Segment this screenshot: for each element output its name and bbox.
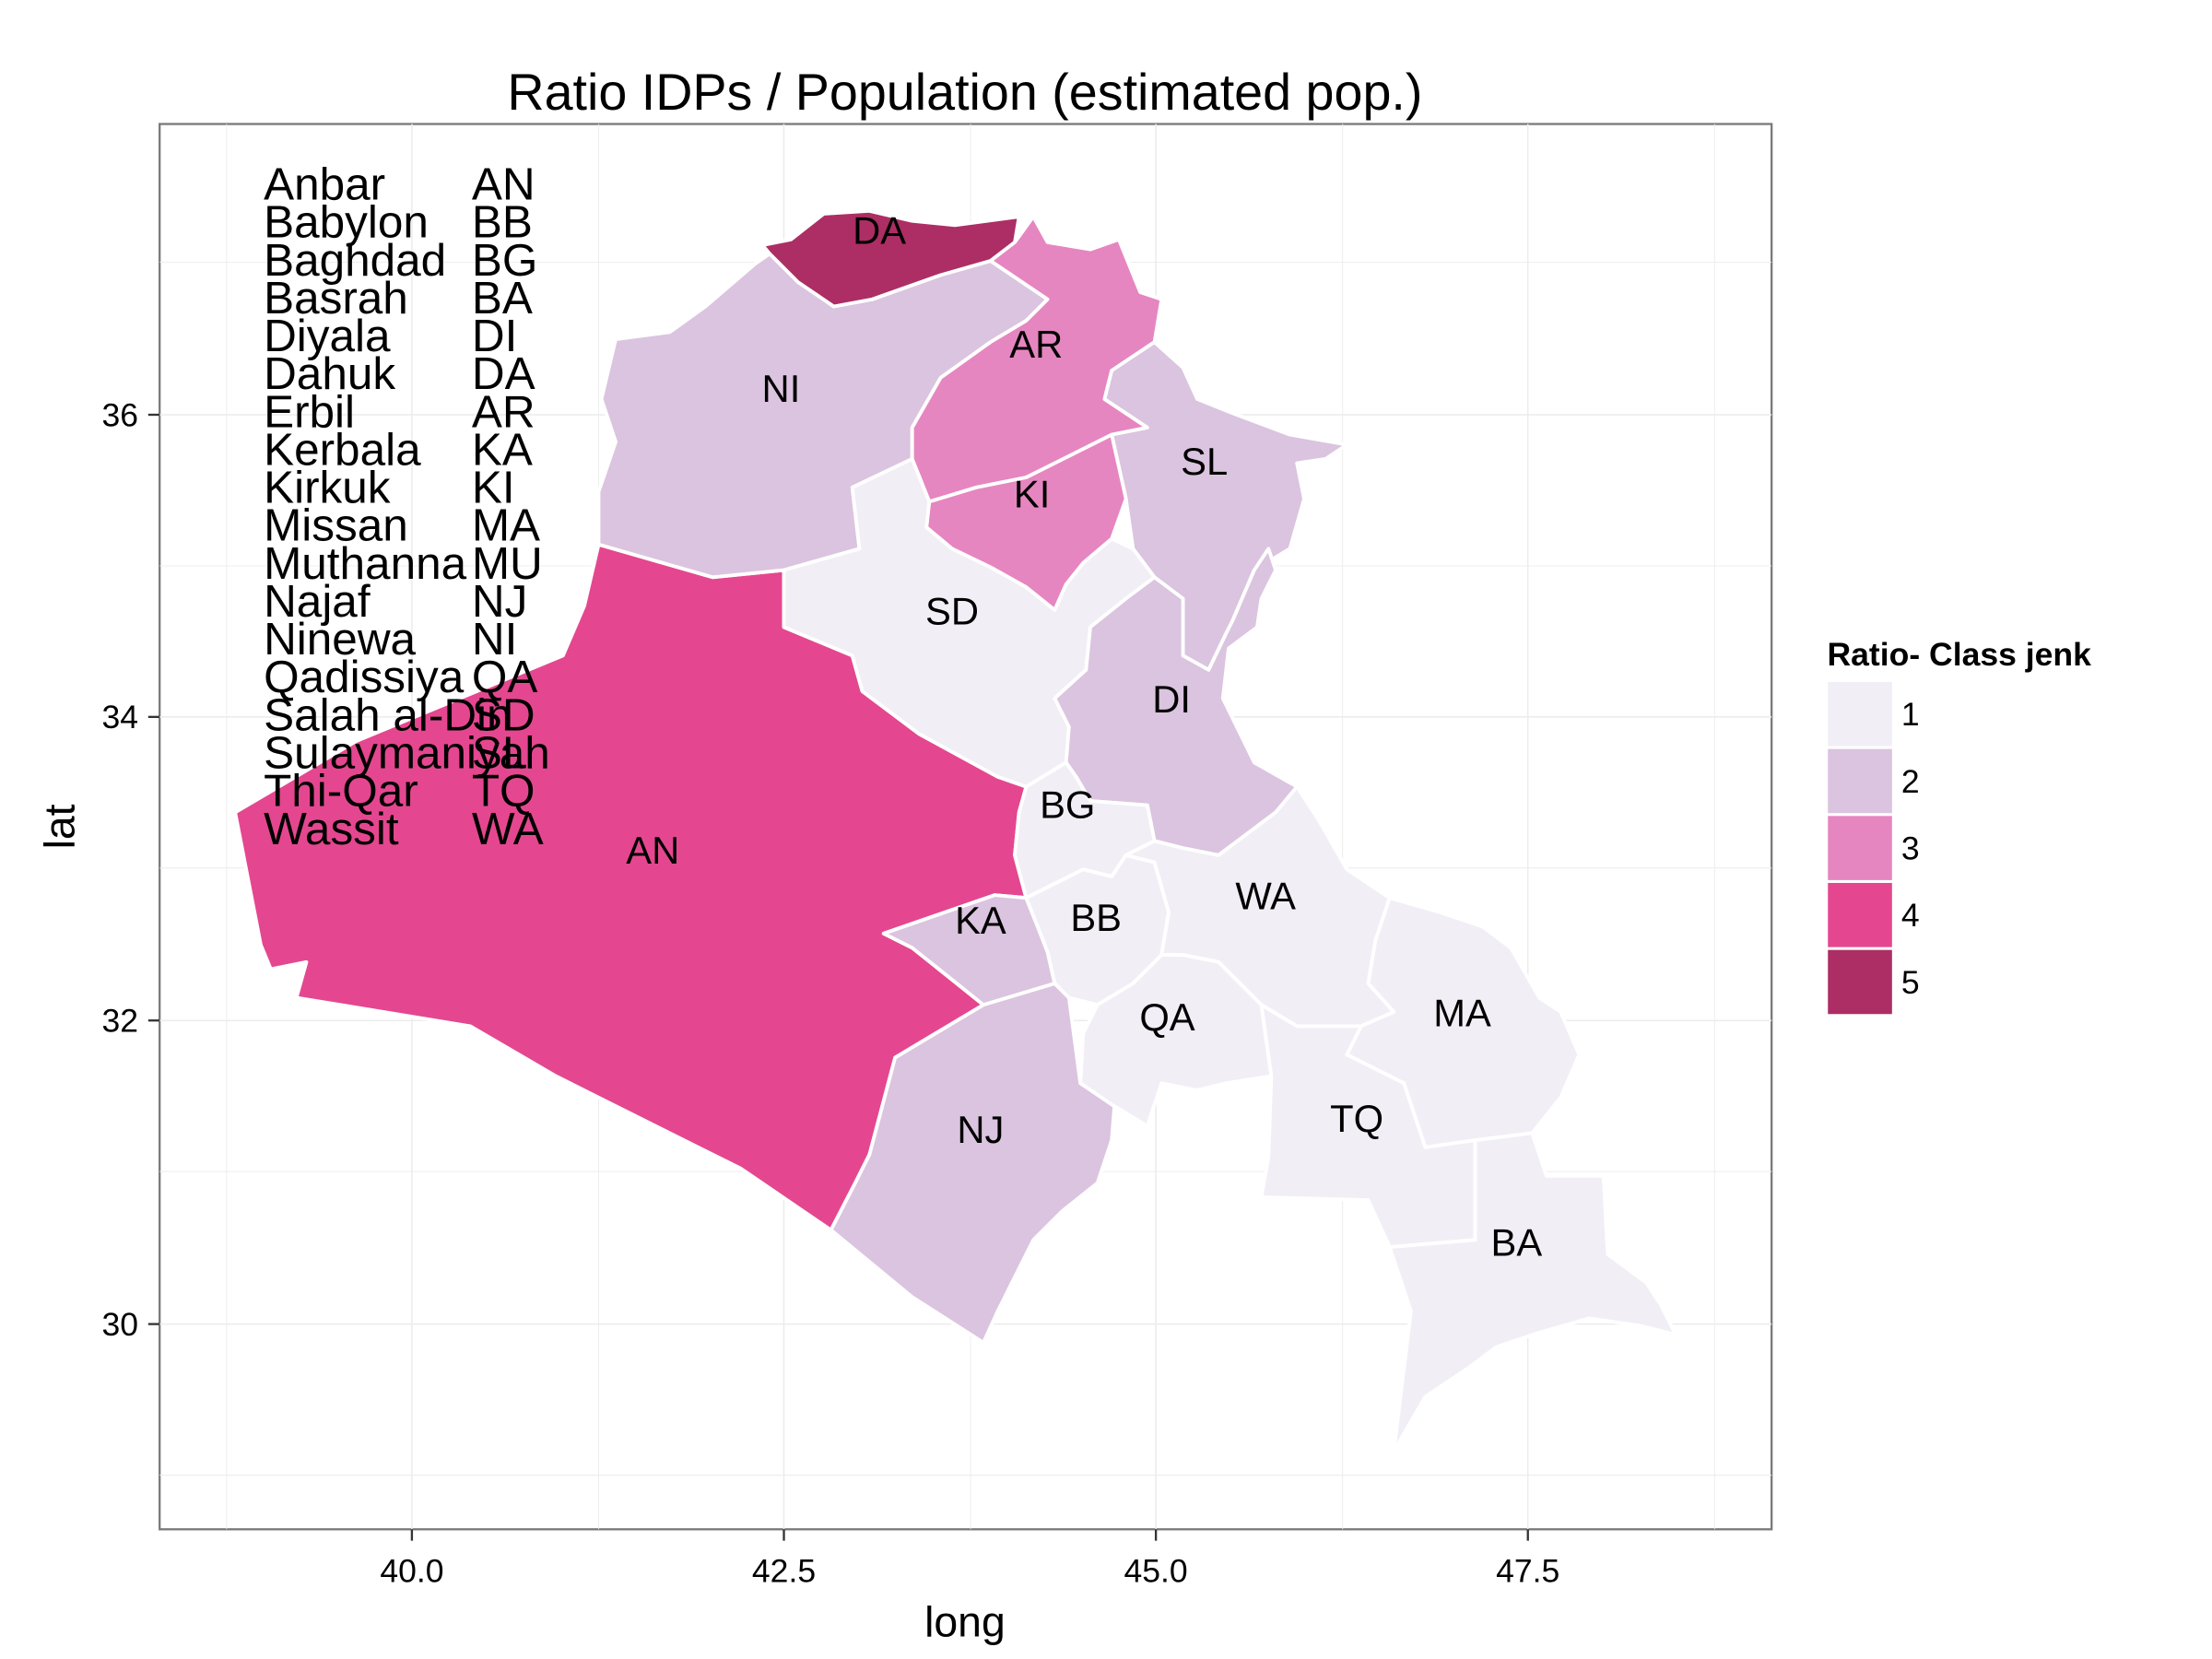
key-province-code: QA — [472, 652, 537, 702]
x-tick-label: 45.0 — [1124, 1552, 1188, 1589]
key-province-code: KI — [472, 463, 515, 513]
key-province-name: Diyala — [264, 311, 391, 361]
key-province-code: NI — [472, 614, 517, 665]
y-tick-label: 34 — [101, 699, 138, 735]
region-DA — [760, 208, 1021, 309]
key-province-name: Erbil — [264, 386, 355, 437]
key-province-name: Salah al-Din — [264, 689, 512, 740]
y-tick-label: 32 — [101, 1003, 138, 1040]
key-province-name: Najaf — [264, 576, 371, 627]
region-label-NJ: NJ — [957, 1108, 1004, 1151]
legend-swatch — [1826, 881, 1894, 949]
key-province-name: Kirkuk — [264, 463, 391, 513]
region-label-AN: AN — [626, 829, 679, 872]
legend-swatch — [1826, 747, 1894, 815]
region-SD — [782, 457, 1157, 789]
region-labels: DA AR NI KI SL SD DI BG AN KA BB WA QA M… — [626, 208, 1542, 1264]
y-tick-label: 36 — [101, 396, 138, 433]
x-axis-ticks — [410, 1529, 1529, 1541]
legend-label: 2 — [1901, 763, 1920, 800]
key-province-name: Anbar — [264, 159, 385, 209]
key-province-code: AN — [472, 159, 535, 209]
key-province-code: BG — [472, 235, 537, 286]
region-label-QA: QA — [1139, 995, 1194, 1039]
legend-swatch — [1826, 814, 1894, 882]
key-province-code: KA — [472, 424, 533, 475]
region-label-BG: BG — [1040, 783, 1095, 827]
legend-title: Ratio- Class jenk — [1827, 636, 2091, 673]
region-label-SD: SD — [925, 589, 979, 632]
map-regions — [233, 208, 1699, 1453]
key-province-name: Muthanna — [264, 538, 467, 589]
region-label-BB: BB — [1070, 896, 1122, 939]
region-label-BA: BA — [1491, 1220, 1543, 1264]
key-province-code: MU — [472, 538, 543, 589]
x-tick-label: 40.0 — [380, 1552, 443, 1589]
legend-label: 4 — [1901, 897, 1920, 934]
key-province-code: SL — [472, 728, 528, 779]
key-province-name: Thi-Qar — [264, 766, 418, 817]
legend-swatch — [1826, 948, 1894, 1016]
key-province-name: Qadissiya — [264, 652, 465, 702]
key-province-code: WA — [472, 804, 544, 854]
key-province-name: Babylon — [264, 197, 429, 248]
key-province-name: Baghdad — [264, 235, 446, 286]
key-province-name: Wassit — [264, 804, 399, 854]
x-tick-label: 42.5 — [752, 1552, 816, 1589]
key-province-name: Sulaymaniyah — [264, 728, 550, 779]
x-axis-title: long — [924, 1597, 1006, 1645]
region-label-TQ: TQ — [1330, 1097, 1383, 1140]
key-province-code: SD — [472, 689, 535, 740]
key-province-code: DA — [472, 348, 535, 399]
y-axis-title: lat — [35, 804, 83, 849]
key-province-code: MA — [472, 500, 540, 551]
y-tick-label: 30 — [101, 1306, 138, 1343]
key-province-name: Kerbala — [264, 424, 421, 475]
region-label-AR: AR — [1009, 323, 1063, 366]
legend: Ratio- Class jenk 1 2 3 4 5 — [1826, 636, 2091, 1016]
key-province-name: Basrah — [264, 273, 408, 324]
key-province-code: BA — [472, 273, 533, 324]
key-province-code: AR — [472, 386, 535, 437]
region-label-WA: WA — [1235, 875, 1296, 918]
region-BA — [1387, 1131, 1699, 1453]
chart-title: Ratio IDPs / Population (estimated pop.) — [507, 64, 1422, 121]
legend-swatch — [1826, 680, 1894, 748]
region-label-NI: NI — [762, 367, 801, 410]
region-label-DI: DI — [1152, 677, 1191, 721]
legend-label: 1 — [1901, 696, 1920, 733]
y-tick-labels: 30 32 34 36 — [101, 396, 138, 1343]
key-province-code: NJ — [472, 576, 527, 627]
x-tick-labels: 40.0 42.5 45.0 47.5 — [380, 1552, 1559, 1589]
x-tick-label: 47.5 — [1496, 1552, 1559, 1589]
legend-label: 5 — [1901, 964, 1920, 1001]
region-QA — [1078, 953, 1274, 1128]
key-province-code: TQ — [472, 766, 535, 817]
key-province-code: DI — [472, 311, 517, 361]
legend-label: 3 — [1901, 830, 1920, 866]
region-label-SL: SL — [1181, 440, 1228, 483]
key-province-name: Ninewa — [264, 614, 416, 665]
region-label-MA: MA — [1433, 991, 1491, 1034]
key-province-code: BB — [472, 197, 533, 248]
legend-keys: 1 2 3 4 5 — [1826, 680, 1920, 1016]
y-axis-ticks — [147, 413, 160, 1325]
key-province-name: Dahuk — [264, 348, 395, 399]
key-province-name: Missan — [264, 500, 408, 551]
region-label-KA: KA — [955, 899, 1006, 942]
region-label-KI: KI — [1014, 473, 1050, 516]
region-label-DA: DA — [853, 208, 906, 252]
